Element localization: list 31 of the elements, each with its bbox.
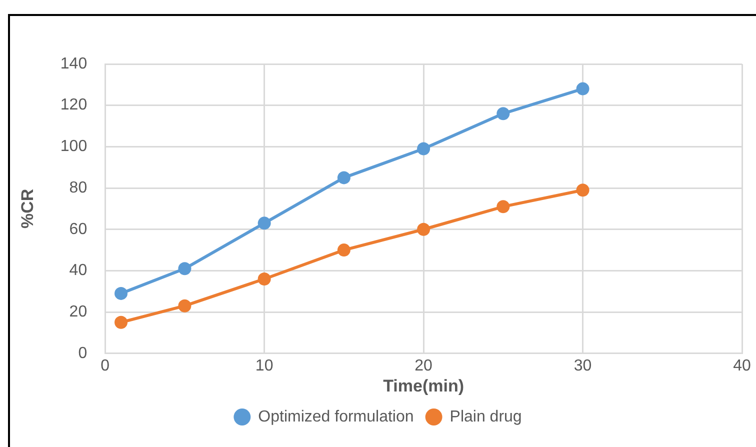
x-axis-title: Time(min) — [383, 376, 464, 396]
point — [417, 142, 430, 156]
point — [114, 316, 128, 329]
y-axis-title: %CR — [18, 188, 37, 229]
y-tick-label: 60 — [69, 220, 88, 238]
legend-label: Plain drug — [450, 408, 522, 426]
x-tick-label: 0 — [100, 357, 110, 374]
point — [258, 272, 271, 286]
y-tick-label: 140 — [60, 55, 88, 72]
y-tick-label: 20 — [69, 303, 88, 320]
legend-label: Optimized formulation — [258, 408, 414, 426]
point — [496, 107, 510, 120]
point — [576, 184, 590, 197]
point — [337, 244, 350, 257]
y-tick-label: 100 — [60, 138, 88, 156]
point — [417, 222, 430, 236]
x-tick-label: 30 — [574, 357, 592, 374]
point — [114, 286, 128, 300]
point — [178, 262, 192, 276]
x-tick-label: 20 — [414, 357, 433, 374]
point — [576, 82, 590, 96]
y-tick-label: 80 — [69, 179, 88, 196]
point — [178, 299, 192, 312]
point — [496, 200, 510, 214]
x-tick-label: 40 — [733, 357, 751, 374]
y-tick-label: 0 — [78, 344, 88, 362]
x-tick-label: 10 — [255, 357, 274, 374]
y-tick-label: 40 — [69, 262, 88, 280]
point — [258, 216, 271, 230]
point — [337, 171, 350, 184]
y-tick-label: 120 — [60, 96, 88, 114]
